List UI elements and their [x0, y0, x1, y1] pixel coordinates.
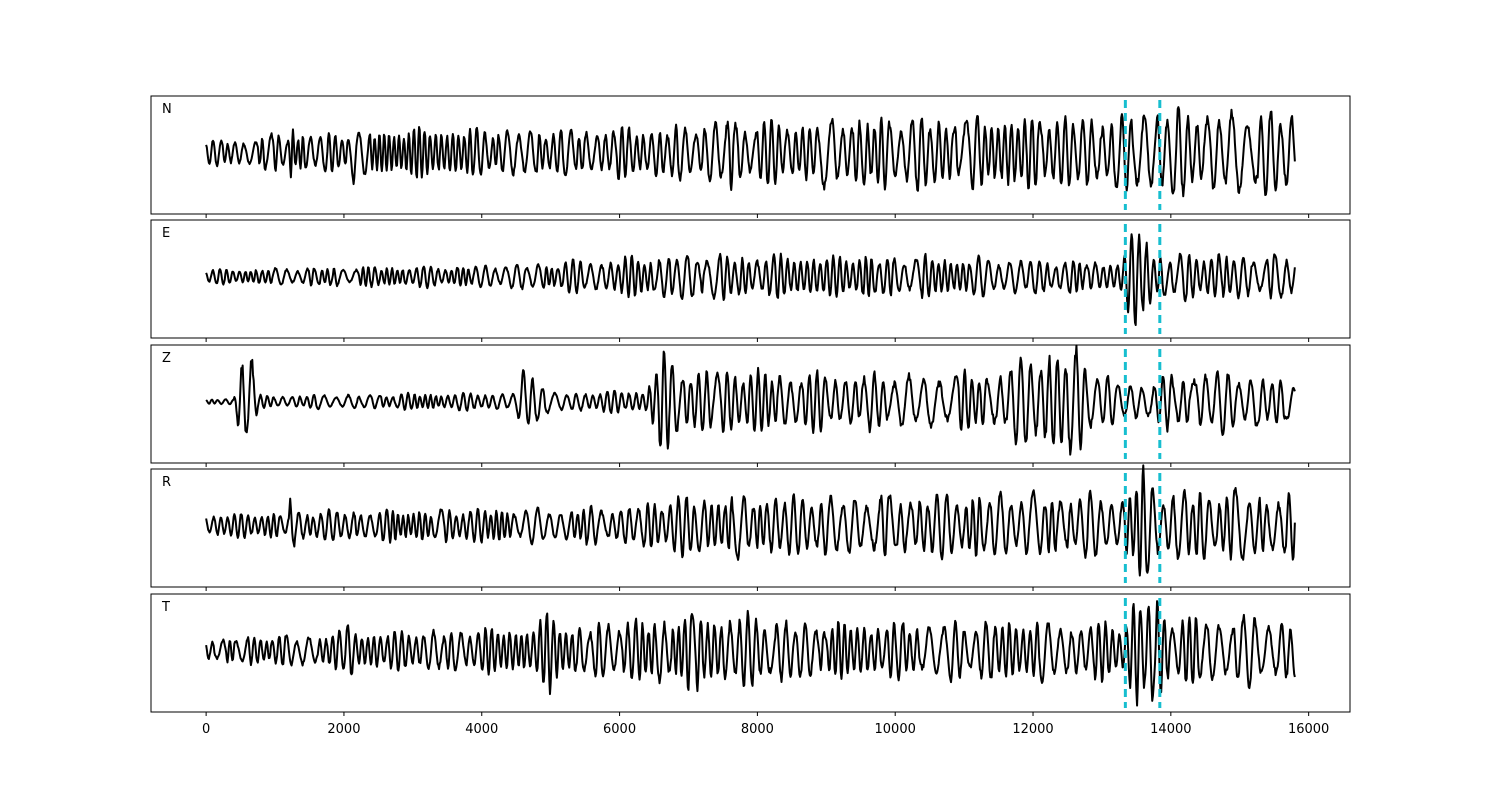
x-tick-label: 10000: [875, 722, 916, 737]
panel-label: N: [162, 102, 172, 117]
x-tick-label: 16000: [1288, 722, 1329, 737]
x-tick-label: 12000: [1012, 722, 1053, 737]
x-tick-label: 6000: [603, 722, 636, 737]
trace-line: [205, 344, 1296, 456]
panel-t: T: [150, 593, 1351, 716]
panel-r: R: [150, 464, 1351, 591]
trace-line: [205, 233, 1296, 327]
panel-frame: [150, 593, 1351, 713]
panel-frame: [150, 468, 1351, 588]
trace-panels: N E Z R T: [150, 95, 1351, 716]
panel-frame: [150, 219, 1351, 339]
x-tick-label: 4000: [465, 722, 498, 737]
x-axis: 0 2000 4000 6000 8000 10000 12000 14000 16000: [202, 722, 1329, 737]
panel-frame: [150, 344, 1351, 464]
trace-line: [205, 106, 1296, 198]
panel-z: Z: [150, 344, 1351, 467]
panel-frame: [150, 95, 1351, 215]
trace-line: [205, 600, 1296, 707]
panel-n: N: [150, 95, 1351, 218]
panel-label: T: [161, 600, 170, 615]
x-tick-label: 2000: [327, 722, 360, 737]
panel-e: E: [150, 219, 1351, 342]
trace-line: [205, 464, 1296, 577]
panel-label: R: [162, 475, 171, 490]
x-tick-label: 14000: [1150, 722, 1191, 737]
panel-label: Z: [162, 351, 171, 366]
x-tick-label: 8000: [741, 722, 774, 737]
panel-label: E: [162, 226, 170, 241]
x-tick-label: 0: [202, 722, 210, 737]
